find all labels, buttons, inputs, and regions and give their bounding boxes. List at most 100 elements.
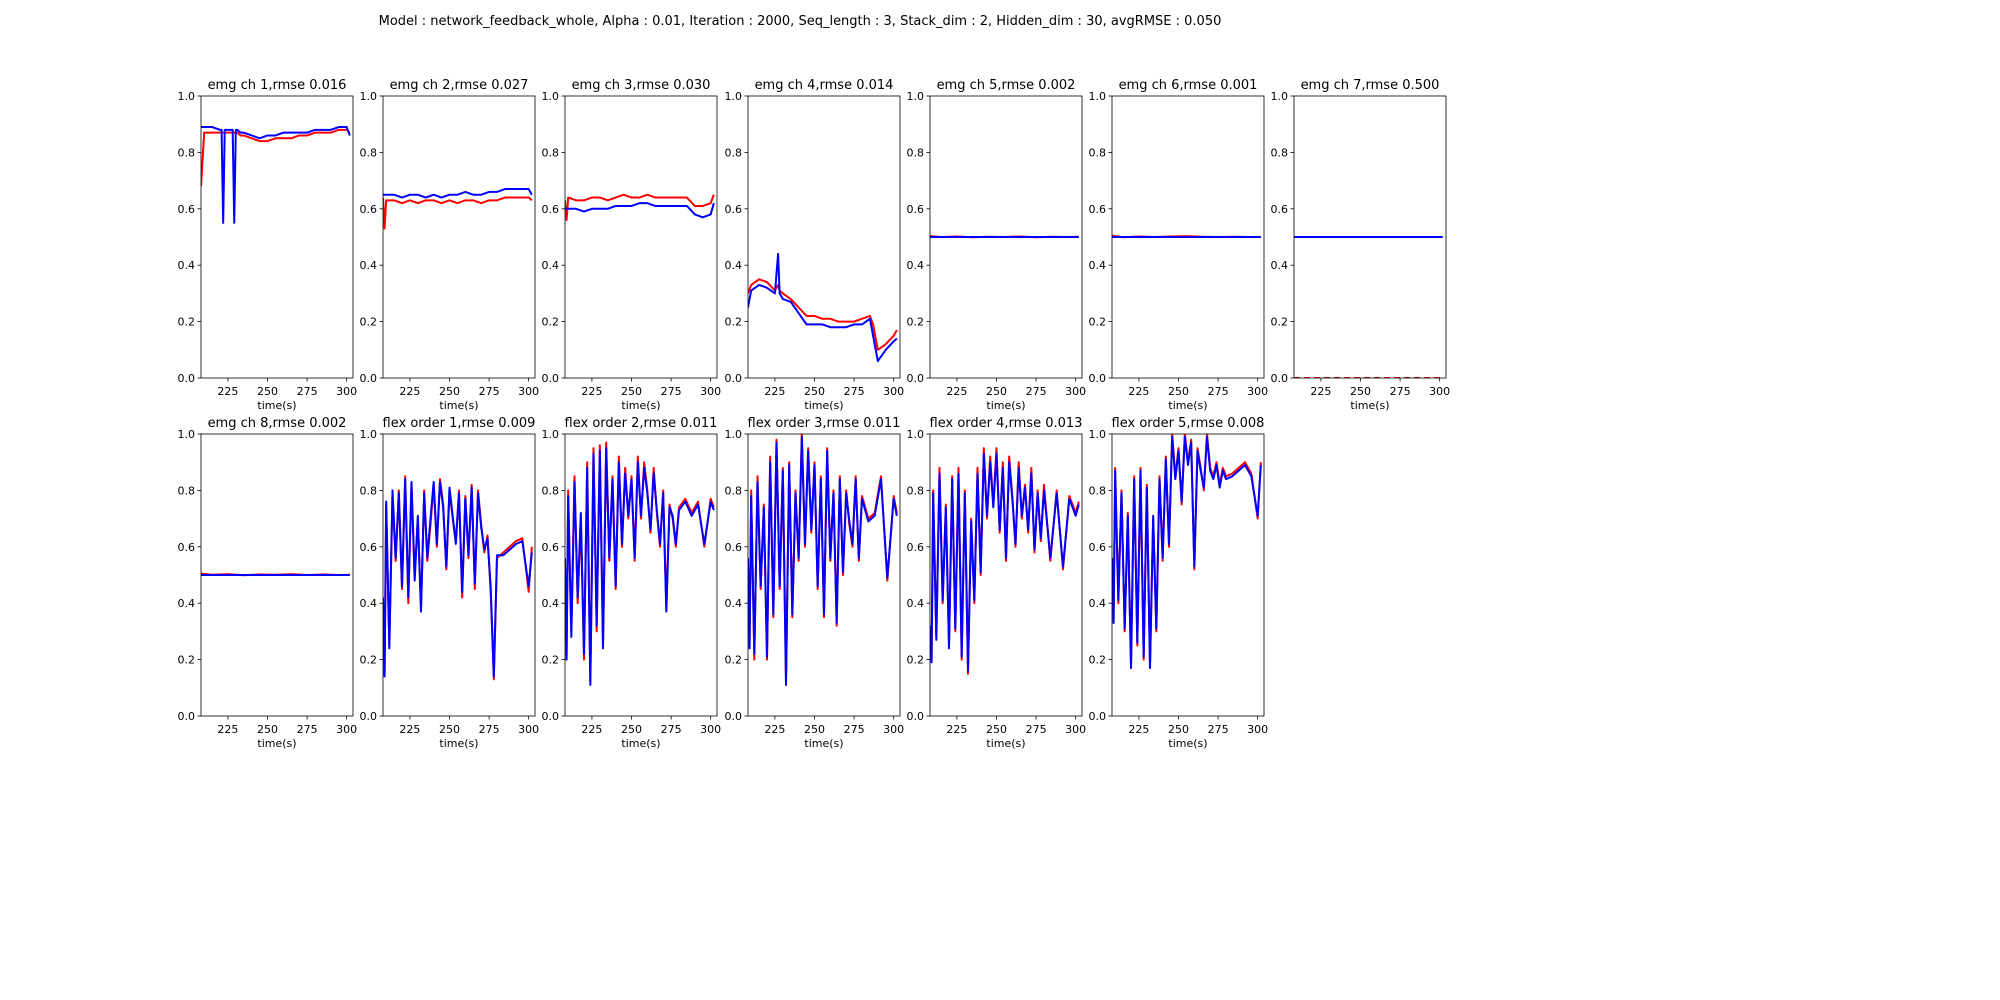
y-tick-label: 0.8 — [360, 484, 378, 497]
figure-suptitle: Model : network_feedback_whole, Alpha : … — [379, 14, 1222, 29]
x-tick-label: 225 — [764, 723, 785, 736]
subplot-title: emg ch 4,rmse 0.014 — [755, 78, 894, 93]
y-tick-label: 1.0 — [542, 428, 560, 441]
series-line-prediction — [565, 202, 715, 219]
x-tick-label: 275 — [661, 385, 682, 398]
y-tick-label: 0.2 — [542, 316, 560, 329]
x-tick-label: 300 — [518, 385, 539, 398]
y-tick-label: 0.8 — [1089, 146, 1107, 159]
y-tick-label: 0.4 — [725, 259, 743, 272]
x-tick-label: 225 — [1128, 385, 1149, 398]
subplot-title: emg ch 5,rmse 0.002 — [937, 78, 1076, 93]
x-tick-label: 225 — [1310, 385, 1331, 398]
y-tick-label: 0.6 — [907, 203, 925, 216]
y-tick-label: 1.0 — [725, 428, 743, 441]
subplot-8: 0.0 0.2 0.4 0.6 0.8 1.0 225 250 275 300 time(s) emg… — [178, 416, 358, 750]
x-axis-label: time(s) — [439, 399, 478, 412]
series-line-prediction — [748, 252, 898, 363]
x-tick-label: 300 — [1065, 385, 1086, 398]
y-tick-label: 0.2 — [1089, 316, 1107, 329]
y-tick-label: 0.4 — [1271, 259, 1289, 272]
x-tick-label: 300 — [700, 723, 721, 736]
subplot-title: flex order 4,rmse 0.013 — [930, 416, 1083, 431]
y-tick-label: 1.0 — [542, 90, 560, 103]
x-tick-label: 250 — [1350, 385, 1371, 398]
x-tick-label: 300 — [1247, 723, 1268, 736]
y-tick-label: 0.4 — [360, 597, 378, 610]
y-tick-label: 1.0 — [907, 428, 925, 441]
x-tick-label: 300 — [700, 385, 721, 398]
y-tick-label: 0.0 — [1089, 710, 1107, 723]
y-tick-label: 0.0 — [1089, 372, 1107, 385]
y-tick-label: 0.6 — [178, 541, 196, 554]
subplot-title: emg ch 7,rmse 0.500 — [1301, 78, 1440, 93]
y-tick-label: 0.0 — [725, 372, 743, 385]
y-tick-label: 0.6 — [360, 203, 378, 216]
y-tick-label: 1.0 — [1089, 428, 1107, 441]
axes-frame — [382, 95, 536, 379]
y-tick-label: 0.2 — [1089, 654, 1107, 667]
subplot-3: 0.0 0.2 0.4 0.6 0.8 1.0 225 250 275 300 time(s) emg… — [542, 78, 722, 412]
y-tick-label: 0.0 — [907, 372, 925, 385]
y-tick-label: 0.2 — [542, 654, 560, 667]
y-tick-label: 0.6 — [1271, 203, 1289, 216]
y-tick-label: 0.4 — [542, 597, 560, 610]
y-tick-label: 0.2 — [178, 316, 196, 329]
y-tick-label: 0.4 — [178, 259, 196, 272]
axes-frame — [200, 433, 354, 717]
subplot-13: 0.0 0.2 0.4 0.6 0.8 1.0 225 250 275 300 time(s) fle… — [1089, 416, 1269, 750]
series-line-target — [383, 196, 533, 230]
axes-frame — [200, 95, 354, 379]
x-tick-label: 225 — [946, 723, 967, 736]
series-line-prediction — [565, 447, 715, 686]
x-tick-label: 250 — [986, 723, 1007, 736]
subplot-title: flex order 2,rmse 0.011 — [565, 416, 718, 431]
x-tick-label: 275 — [1208, 723, 1229, 736]
x-tick-label: 225 — [399, 385, 420, 398]
y-tick-label: 0.2 — [360, 316, 378, 329]
y-tick-label: 1.0 — [178, 428, 196, 441]
subplot-9: 0.0 0.2 0.4 0.6 0.8 1.0 225 250 275 300 time(s) fle… — [360, 416, 540, 750]
x-tick-label: 300 — [1247, 385, 1268, 398]
x-tick-label: 275 — [844, 723, 865, 736]
x-tick-label: 250 — [439, 723, 460, 736]
subplot-title: emg ch 1,rmse 0.016 — [208, 78, 347, 93]
y-tick-label: 0.2 — [725, 654, 743, 667]
subplot-11: 0.0 0.2 0.4 0.6 0.8 1.0 225 250 275 300 time(s) fle… — [725, 416, 905, 750]
y-tick-label: 0.2 — [907, 654, 925, 667]
y-tick-label: 0.4 — [1089, 259, 1107, 272]
x-tick-label: 225 — [581, 723, 602, 736]
x-tick-label: 275 — [661, 723, 682, 736]
subplot-6: 0.0 0.2 0.4 0.6 0.8 1.0 225 250 275 300 time(s) emg… — [1089, 78, 1269, 412]
y-tick-label: 0.0 — [360, 372, 378, 385]
x-tick-label: 225 — [217, 723, 238, 736]
x-axis-label: time(s) — [804, 737, 843, 750]
x-tick-label: 275 — [479, 385, 500, 398]
axes-frame — [1111, 95, 1265, 379]
figure-canvas: Model : network_feedback_whole, Alpha : … — [177, 14, 1451, 750]
y-tick-label: 1.0 — [360, 428, 378, 441]
x-axis-label: time(s) — [804, 399, 843, 412]
y-tick-label: 0.6 — [725, 203, 743, 216]
subplot-title: flex order 1,rmse 0.009 — [383, 416, 536, 431]
x-tick-label: 300 — [336, 723, 357, 736]
y-tick-label: 1.0 — [725, 90, 743, 103]
subplot-4: 0.0 0.2 0.4 0.6 0.8 1.0 225 250 275 300 time(s) emg… — [725, 78, 905, 412]
x-tick-label: 250 — [621, 723, 642, 736]
y-tick-label: 1.0 — [360, 90, 378, 103]
x-tick-label: 250 — [804, 385, 825, 398]
y-tick-label: 0.2 — [725, 316, 743, 329]
axes-frame — [564, 95, 718, 379]
y-tick-label: 0.0 — [1271, 372, 1289, 385]
subplot-title: emg ch 3,rmse 0.030 — [572, 78, 711, 93]
y-tick-label: 0.8 — [907, 146, 925, 159]
series-line-prediction — [383, 188, 533, 199]
subplot-title: emg ch 2,rmse 0.027 — [390, 78, 529, 93]
x-tick-label: 300 — [336, 385, 357, 398]
y-tick-label: 0.8 — [178, 146, 196, 159]
y-tick-label: 0.4 — [178, 597, 196, 610]
y-tick-label: 0.4 — [907, 597, 925, 610]
y-tick-label: 0.6 — [542, 541, 560, 554]
y-tick-label: 0.8 — [1271, 146, 1289, 159]
x-axis-label: time(s) — [257, 737, 296, 750]
